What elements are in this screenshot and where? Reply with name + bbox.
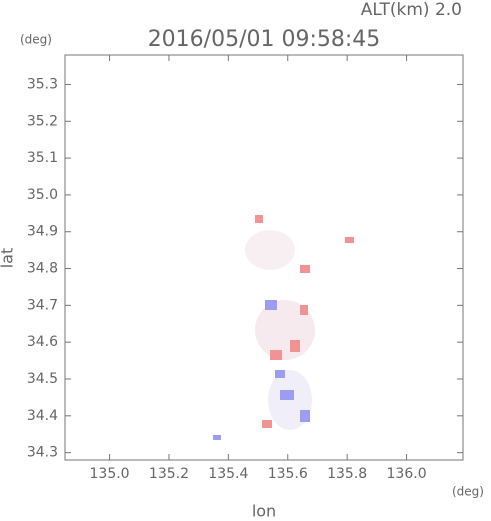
echo-field bbox=[213, 215, 354, 440]
altitude-label: ALT(km) 2.0 bbox=[361, 0, 462, 20]
x-unit: (deg) bbox=[452, 485, 484, 499]
y-tick-label: 34.9 bbox=[27, 224, 58, 240]
x-tick-label: 135.2 bbox=[149, 466, 189, 482]
y-tick-label: 34.5 bbox=[27, 371, 58, 387]
x-tick-label: 135.0 bbox=[90, 466, 130, 482]
y-unit: (deg) bbox=[20, 33, 52, 47]
y-tick-label: 35.1 bbox=[27, 150, 58, 166]
y-tick-label: 34.8 bbox=[27, 261, 58, 277]
y-tick-label: 35.0 bbox=[27, 187, 58, 203]
plot-frame bbox=[64, 54, 464, 461]
y-tick-label: 34.7 bbox=[27, 297, 58, 313]
y-tick-label: 35.3 bbox=[27, 76, 58, 92]
x-tick-label: 135.4 bbox=[208, 466, 248, 482]
y-tick-label: 35.2 bbox=[27, 113, 58, 129]
x-axis-label: lon bbox=[252, 502, 276, 521]
y-tick-label: 34.4 bbox=[27, 408, 58, 424]
x-tick-label: 135.6 bbox=[268, 466, 308, 482]
x-tick-label: 136.0 bbox=[387, 466, 427, 482]
y-tick-label: 34.6 bbox=[27, 334, 58, 350]
y-axis-label: lat bbox=[0, 248, 17, 269]
chart-title: 2016/05/01 09:58:45 bbox=[148, 27, 381, 52]
x-tick-label: 135.8 bbox=[327, 466, 367, 482]
y-tick-label: 34.3 bbox=[27, 445, 58, 461]
